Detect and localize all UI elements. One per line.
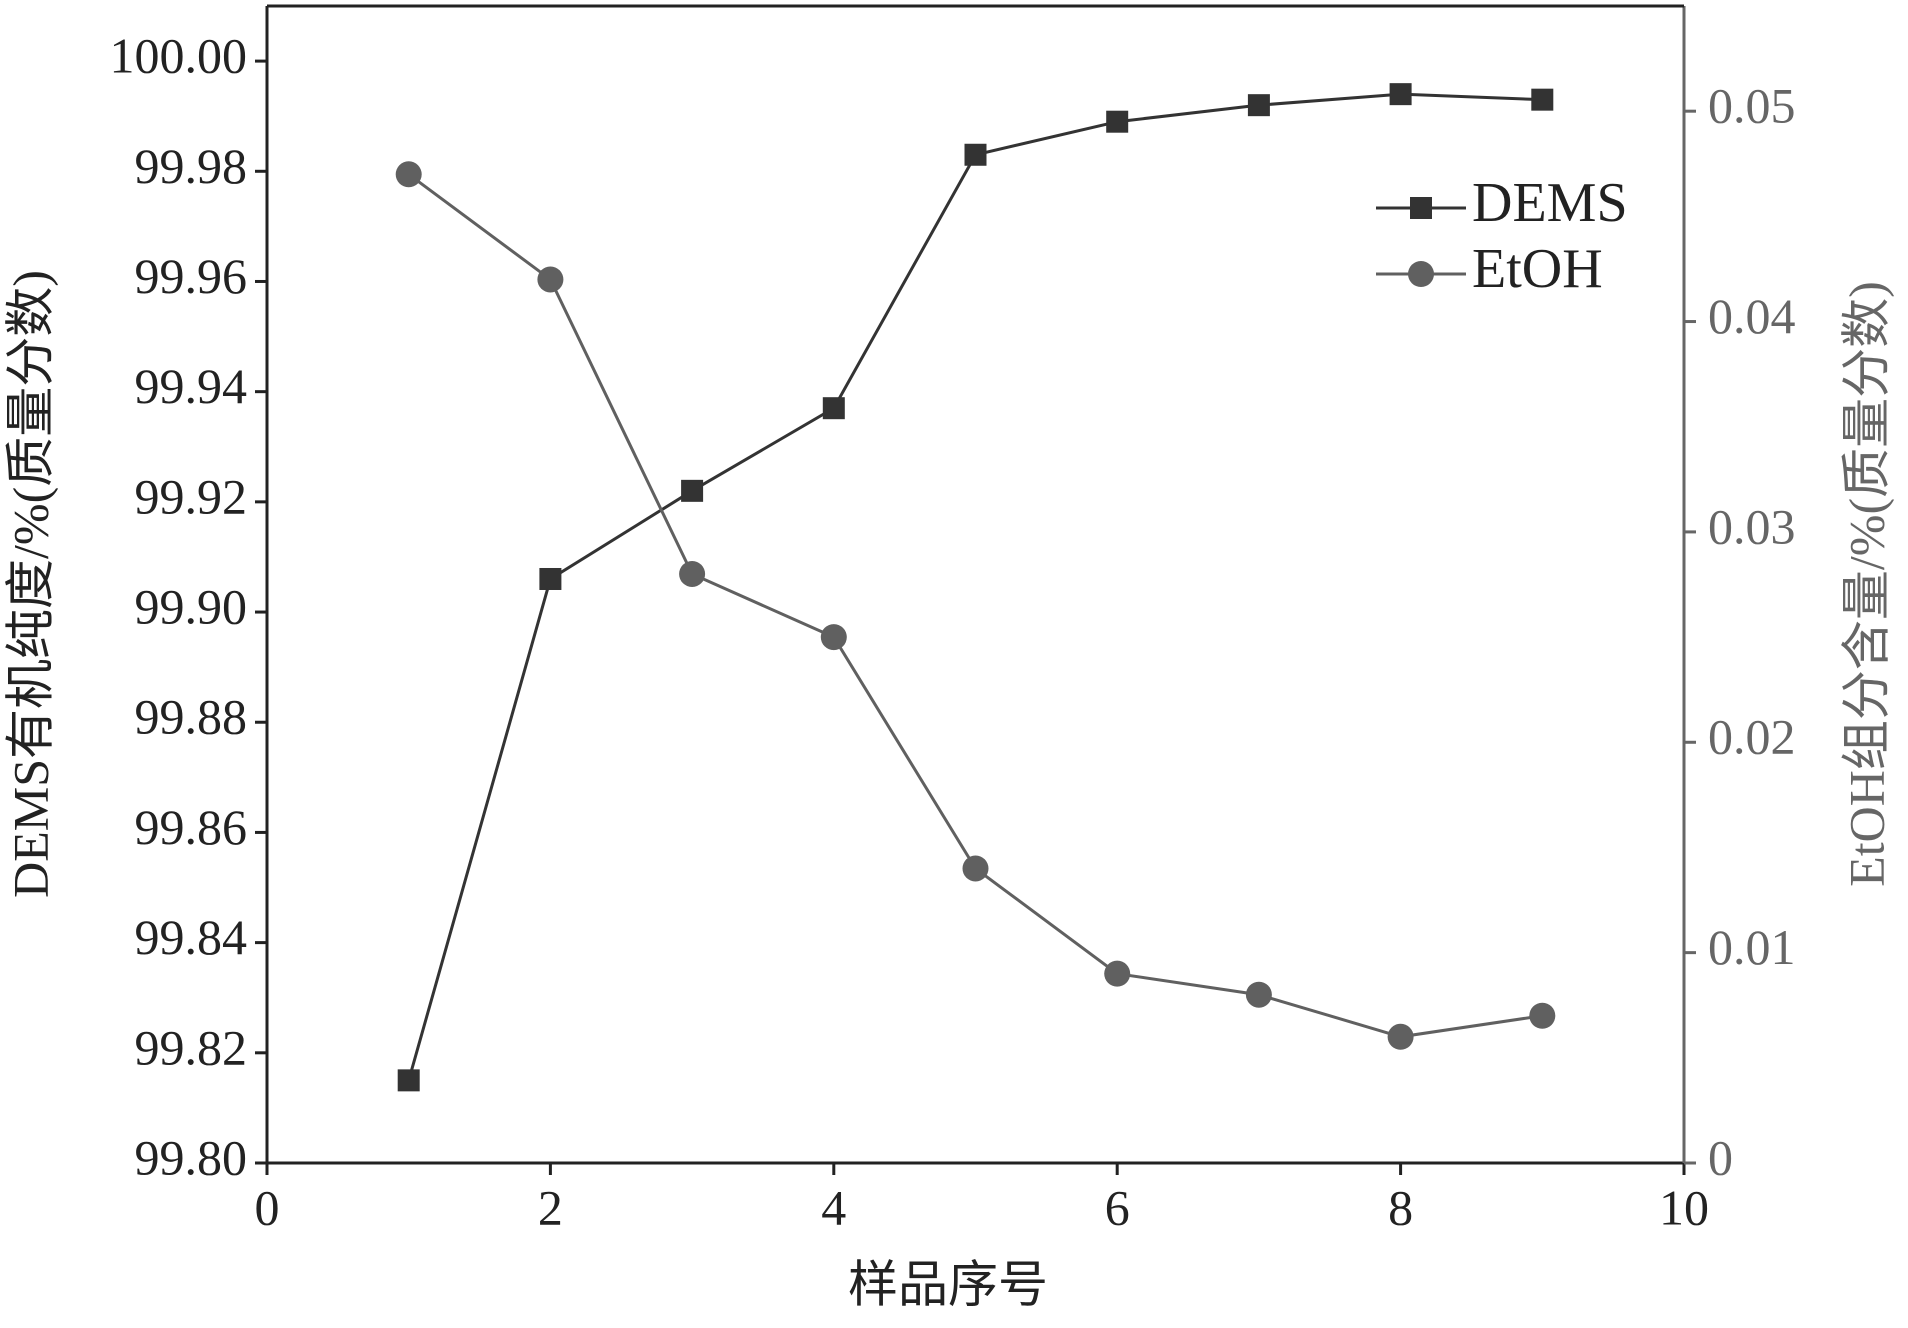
data-point — [1531, 88, 1554, 111]
data-point — [964, 143, 987, 166]
data-point — [539, 567, 562, 590]
x-tick-label: 8 — [1388, 1179, 1413, 1235]
data-point — [681, 479, 704, 502]
data-point — [1245, 981, 1272, 1008]
legend-label: EtOH — [1472, 238, 1603, 300]
legend-marker — [1410, 197, 1432, 219]
x-axis-label: 样品序号 — [848, 1256, 1048, 1312]
data-point — [537, 266, 564, 293]
y-tick-label: 99.82 — [135, 1019, 248, 1075]
y-tick-label: 99.90 — [135, 579, 248, 635]
data-point — [395, 161, 422, 188]
data-point — [1387, 1023, 1414, 1050]
legend-marker — [1408, 261, 1434, 287]
x-tick-label: 10 — [1659, 1179, 1709, 1235]
y2-tick-label: 0 — [1708, 1129, 1733, 1185]
y-tick-label: 99.86 — [135, 799, 248, 855]
x-tick-label: 2 — [538, 1179, 563, 1235]
data-point — [1106, 110, 1129, 133]
y-tick-label: 99.84 — [135, 909, 248, 965]
y2-tick-label: 0.05 — [1708, 78, 1796, 134]
y2-tick-label: 0.01 — [1708, 919, 1796, 975]
y-tick-label: 99.92 — [135, 468, 248, 524]
y-tick-label: 99.80 — [135, 1129, 248, 1185]
y-tick-label: 99.88 — [135, 689, 248, 745]
data-point — [1529, 1002, 1556, 1029]
y2-axis-label: EtOH组分含量/%(质量分数) — [1838, 281, 1894, 887]
y-tick-label: 99.94 — [135, 358, 248, 414]
series-line — [407, 92, 1543, 1081]
data-point — [1104, 960, 1131, 987]
y-tick-label: 99.96 — [135, 248, 248, 304]
data-point — [820, 624, 847, 651]
y-tick-label: 100.00 — [110, 28, 248, 84]
x-tick-label: 4 — [821, 1179, 846, 1235]
series-line — [407, 173, 1543, 1039]
y-tick-label: 99.98 — [135, 138, 248, 194]
data-point — [962, 855, 989, 882]
x-tick-label: 6 — [1105, 1179, 1130, 1235]
data-point — [1247, 94, 1270, 117]
y2-tick-label: 0.02 — [1708, 709, 1796, 765]
y-axis-label: DEMS有机纯度/%(质量分数) — [2, 270, 58, 898]
data-point — [397, 1069, 420, 1092]
y2-tick-label: 0.04 — [1708, 288, 1796, 344]
data-point — [822, 397, 845, 420]
data-point — [1389, 83, 1412, 106]
data-point — [679, 560, 706, 587]
y2-tick-label: 0.03 — [1708, 498, 1796, 554]
x-tick-label: 0 — [255, 1179, 280, 1235]
legend-label: DEMS — [1472, 172, 1628, 234]
